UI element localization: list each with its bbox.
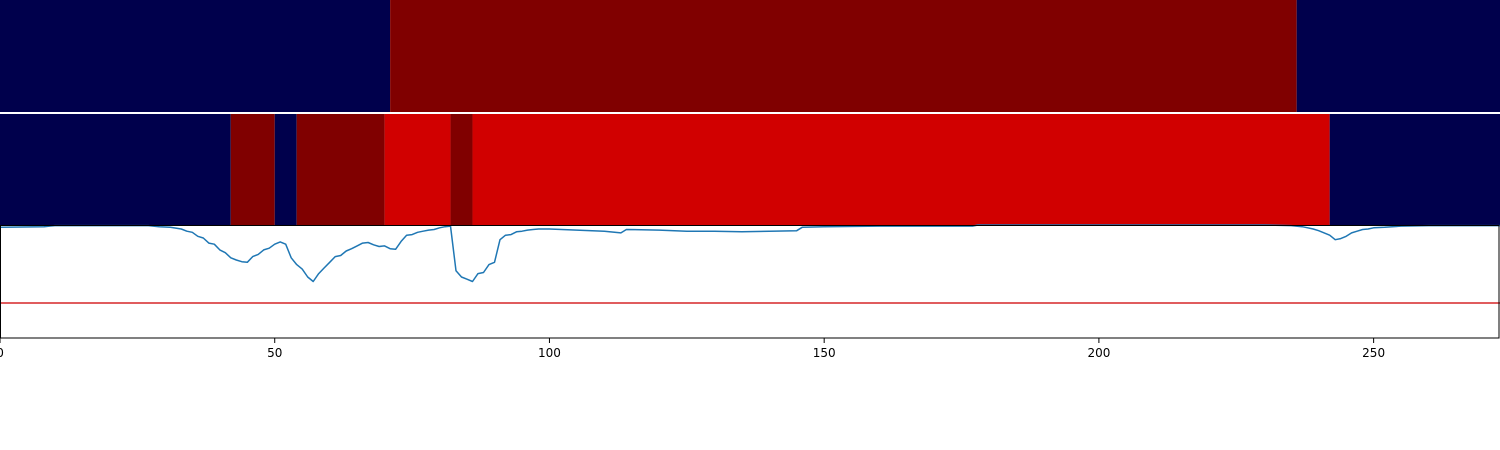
top-band-segment — [1296, 0, 1500, 112]
series-line — [0, 224, 1500, 283]
x-tick-label: 150 — [813, 346, 836, 360]
middle-band-segment — [0, 114, 231, 225]
middle-band-segment — [384, 114, 451, 225]
middle-band-segment — [274, 114, 297, 225]
top-band-segment — [0, 0, 391, 112]
x-tick-label: 200 — [1087, 346, 1110, 360]
middle-band-panel — [0, 114, 1500, 225]
middle-band-segment — [296, 114, 385, 225]
middle-band-segment — [450, 114, 473, 225]
x-tick-label: 50 — [267, 346, 282, 360]
middle-band-segment — [472, 114, 1330, 225]
x-tick-label: 250 — [1362, 346, 1385, 360]
top-band-segment — [390, 0, 1297, 112]
middle-band-segment — [230, 114, 275, 225]
top-band-panel — [0, 0, 1500, 112]
x-tick-label: 100 — [538, 346, 561, 360]
line-panel-frame — [0, 225, 1500, 339]
line-panel — [0, 224, 1500, 339]
middle-band-segment — [1329, 114, 1500, 225]
x-axis: 0 50 100 150 200 250 — [0, 338, 1385, 360]
x-tick-label: 0 — [0, 346, 4, 360]
